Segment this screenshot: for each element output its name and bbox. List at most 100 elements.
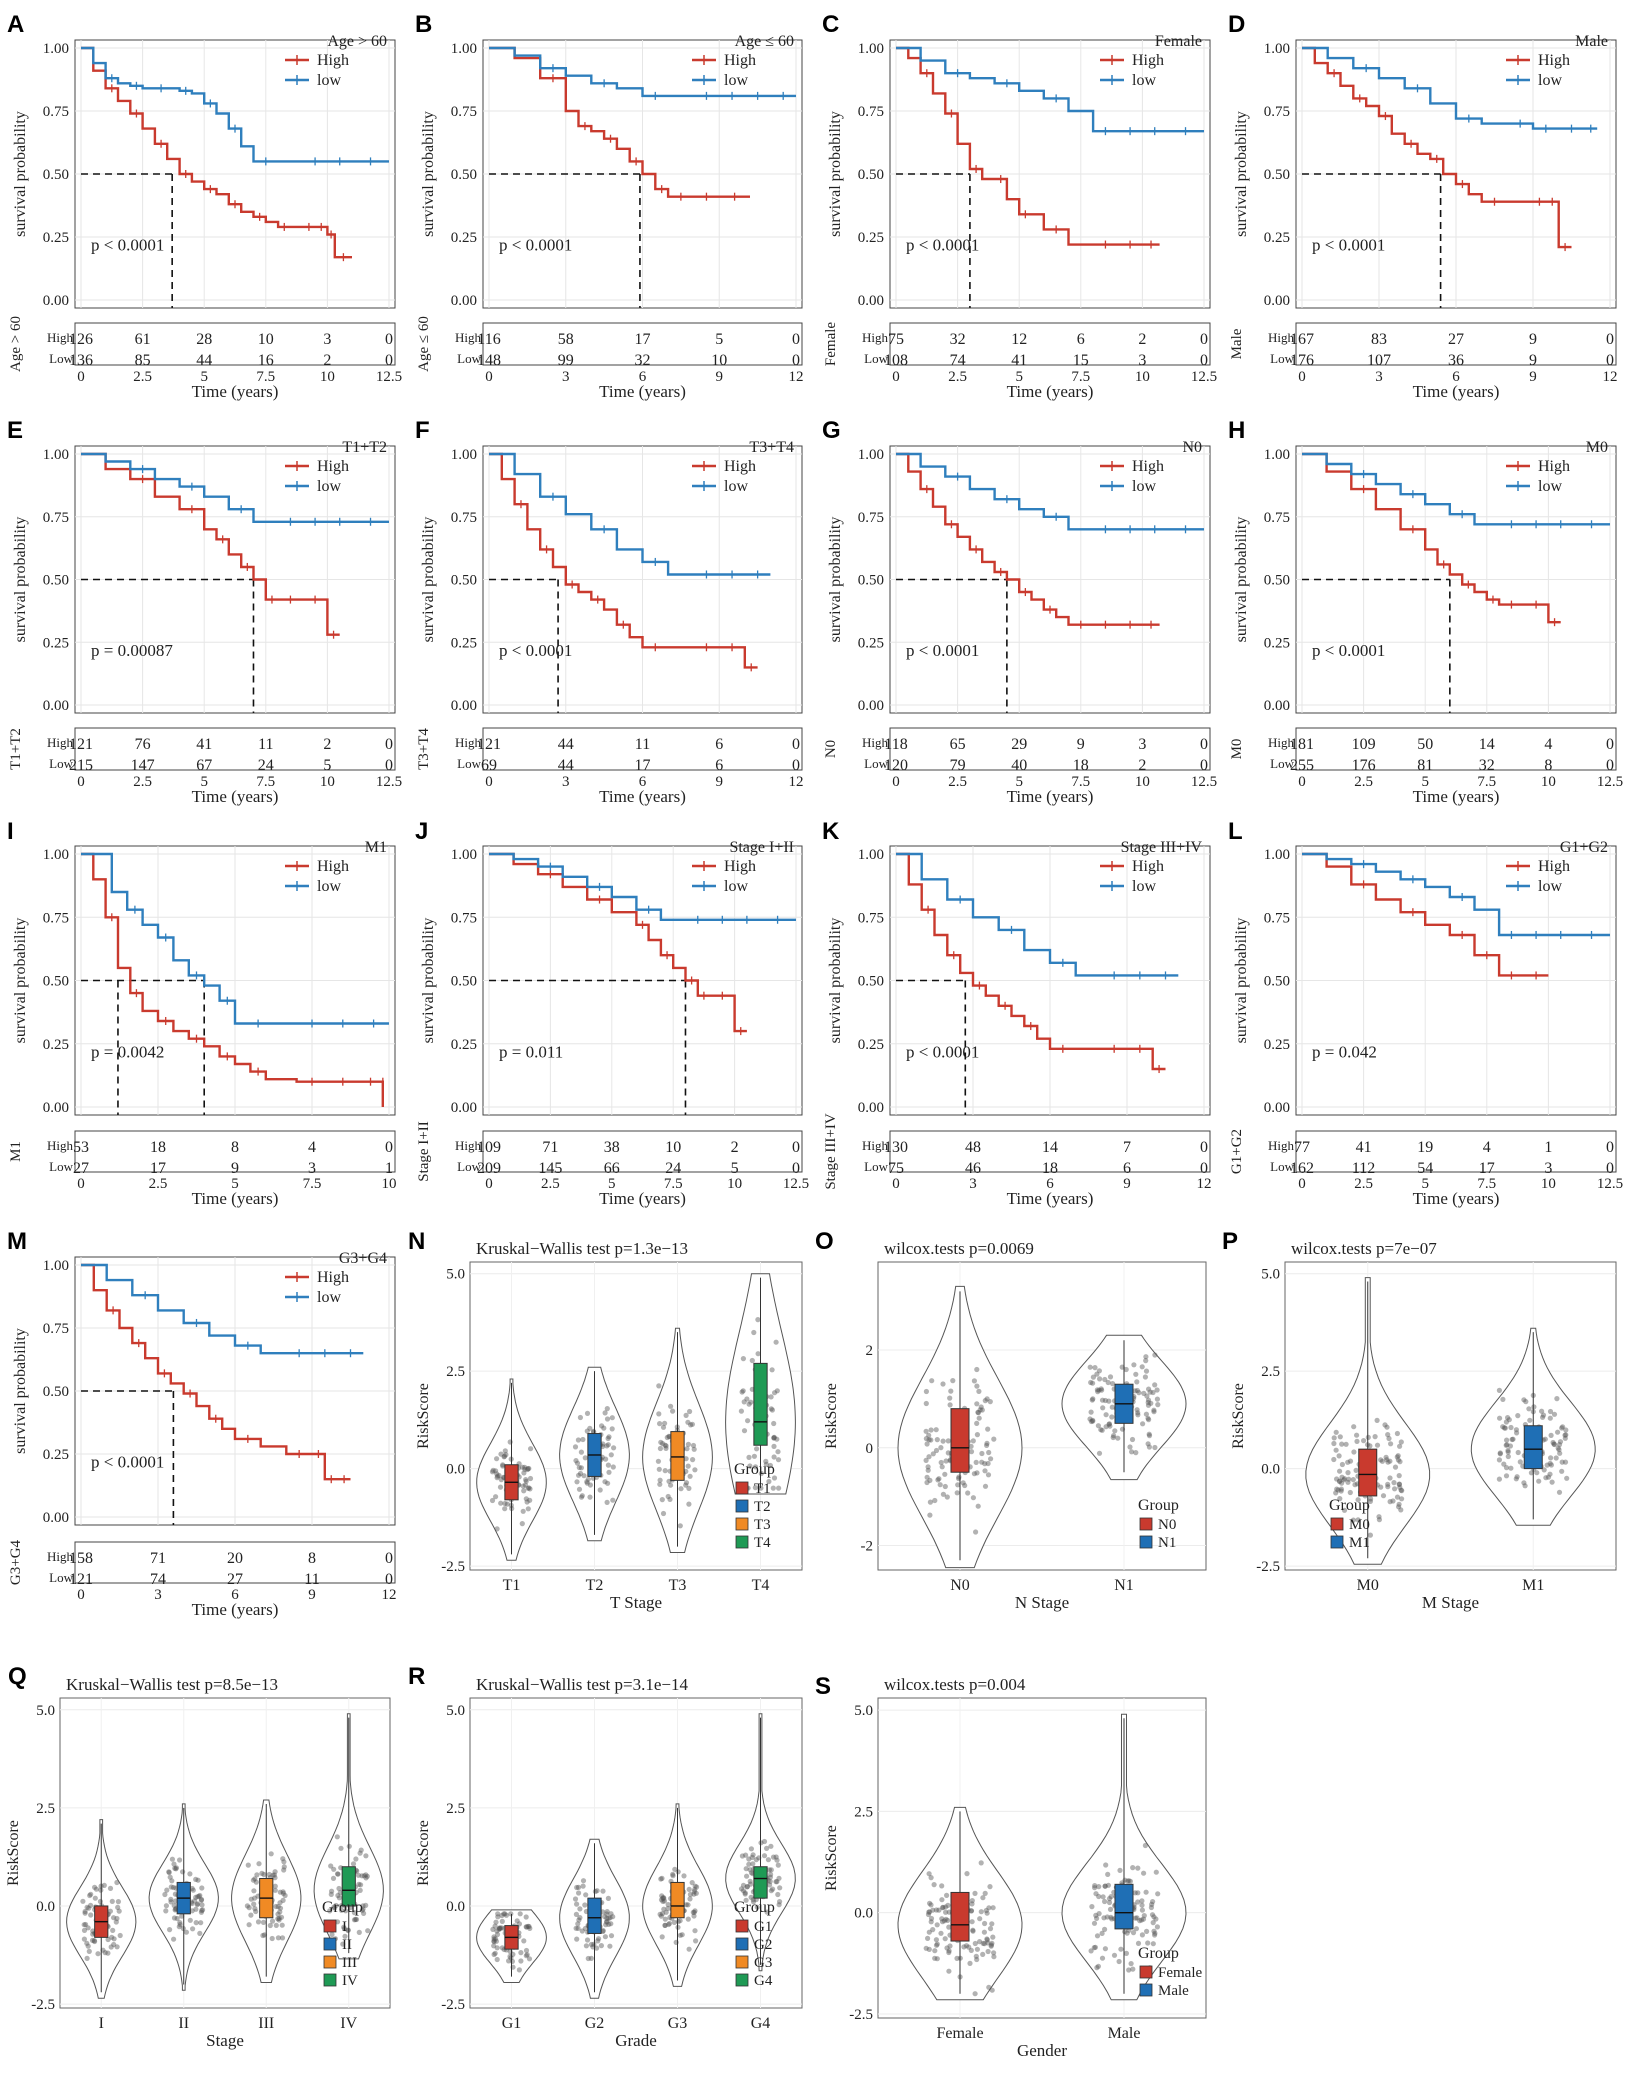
data-point (929, 1378, 935, 1384)
risk-row-label-high: High (1268, 330, 1295, 345)
data-point (1557, 1450, 1563, 1456)
data-point (604, 1499, 610, 1505)
data-point (740, 1888, 747, 1894)
data-point (252, 1895, 258, 1901)
data-point (1387, 1458, 1393, 1464)
data-point (491, 1936, 497, 1942)
risk-count-high: 83 (1371, 331, 1387, 348)
data-point (1130, 1930, 1137, 1936)
panel-letter: J (415, 818, 428, 845)
y-tick-label: -2.5 (441, 1559, 465, 1575)
legend-label-IV: IV (342, 1973, 358, 1989)
risk-count-low: 32 (635, 352, 651, 369)
risk-row-label-low: Low (49, 756, 73, 771)
risk-count-high: 41 (1356, 1139, 1372, 1156)
x-tick-label: II (178, 2015, 189, 2032)
panel-letter: B (415, 11, 432, 38)
data-point (497, 1925, 503, 1932)
x-tick-label: 2.5 (1354, 774, 1373, 790)
x-axis-label: T Stage (610, 1593, 662, 1612)
panel-letter: N (408, 1228, 425, 1255)
data-point (253, 1908, 259, 1915)
data-point (1102, 1898, 1108, 1905)
data-point (489, 1469, 496, 1475)
data-point (329, 1931, 335, 1938)
data-point (968, 1947, 974, 1953)
data-point (1108, 1894, 1114, 1900)
data-point (197, 1930, 203, 1936)
data-point (928, 1919, 934, 1925)
data-point (1142, 1842, 1148, 1849)
data-point (1333, 1490, 1339, 1496)
data-point (602, 1914, 608, 1920)
data-point (925, 1911, 932, 1918)
data-point (1339, 1441, 1345, 1447)
risk-row-label-low: Low (1270, 756, 1294, 771)
data-point (259, 1870, 265, 1876)
data-point (662, 1442, 668, 1448)
risk-count-high: 167 (1290, 331, 1314, 348)
risk-count-low: 209 (477, 1160, 501, 1177)
data-point (1099, 1955, 1106, 1961)
data-point (88, 1912, 94, 1918)
p-value: p = 0.0042 (91, 1042, 164, 1061)
x-tick-label: 0 (1298, 1176, 1306, 1192)
data-point (171, 1915, 178, 1921)
risk-table-group-label: T1+T2 (8, 728, 24, 770)
data-point (1152, 1444, 1158, 1451)
data-point (1367, 1532, 1373, 1538)
data-point (982, 1920, 988, 1927)
legend-label-G1: G1 (754, 1919, 772, 1935)
data-point (92, 1895, 98, 1901)
data-point (267, 1922, 273, 1929)
data-point (1562, 1432, 1568, 1438)
risk-count-high: 20 (227, 1550, 243, 1567)
data-point (930, 1451, 936, 1457)
x-tick-label: 2.5 (149, 1176, 168, 1192)
panel-letter: L (1228, 818, 1243, 845)
data-point (1130, 1865, 1136, 1871)
data-point (659, 1875, 665, 1881)
data-point (90, 1931, 96, 1937)
data-point (1145, 1940, 1151, 1946)
data-point (1556, 1442, 1563, 1448)
data-point (1123, 1366, 1129, 1373)
legend-title: Group (322, 1899, 363, 1916)
data-point (84, 1940, 90, 1946)
box-Female (950, 1891, 970, 1942)
data-point (965, 1490, 971, 1496)
data-point (361, 1910, 367, 1916)
data-point (776, 1875, 782, 1881)
data-point (1540, 1414, 1546, 1420)
data-point (255, 1919, 262, 1925)
data-point (768, 1867, 774, 1873)
data-point (337, 1890, 343, 1896)
data-point (340, 1941, 346, 1947)
data-point (493, 1938, 499, 1944)
data-point (946, 1924, 952, 1930)
data-point (934, 1941, 940, 1947)
data-point (1380, 1493, 1387, 1499)
risk-count-low: 8 (1544, 757, 1552, 774)
y-axis-label: survival probability (1233, 111, 1250, 237)
data-point (752, 1485, 759, 1491)
x-tick-label: 7.5 (1071, 369, 1090, 385)
data-point (198, 1896, 205, 1903)
data-point (1385, 1481, 1391, 1487)
data-point (961, 1944, 967, 1950)
data-point (687, 1408, 693, 1415)
data-point (521, 1938, 527, 1944)
data-point (251, 1901, 257, 1907)
x-tick-label: 5 (1421, 1176, 1429, 1192)
data-point (494, 1945, 500, 1951)
data-point (1112, 1428, 1118, 1434)
data-point (1145, 1397, 1152, 1403)
data-point (281, 1864, 287, 1870)
x-tick-label: 5 (200, 774, 208, 790)
data-point (1124, 1930, 1130, 1936)
data-point (187, 1917, 193, 1923)
chart-title: wilcox.tests p=0.004 (884, 1675, 1026, 1694)
y-tick-label: -2 (861, 1539, 874, 1555)
data-point (985, 1460, 991, 1467)
y-tick-label: 0.00 (1264, 698, 1290, 714)
